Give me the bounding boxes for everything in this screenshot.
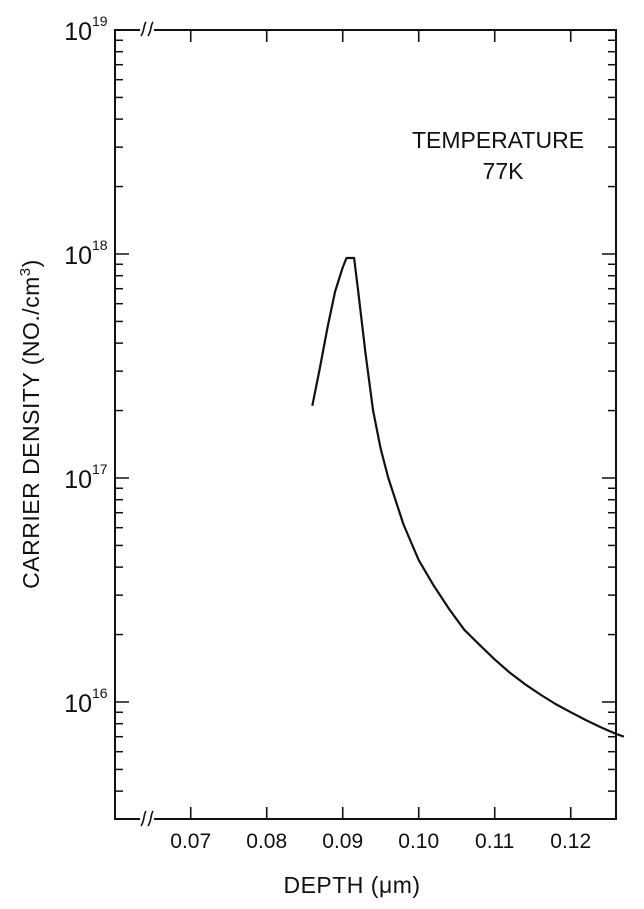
y-tick-exponent: 18 — [92, 237, 108, 253]
y-tick-label: 10 — [64, 18, 92, 46]
y-tick-exponent: 16 — [92, 685, 108, 701]
x-tick-label: 0.12 — [550, 830, 591, 853]
tick-marks — [115, 29, 616, 820]
x-tick-label: 0.09 — [322, 830, 363, 853]
annotation: TEMPERATURE 77K — [412, 127, 584, 184]
y-tick-label: 10 — [64, 242, 92, 270]
y-tick-label: 10 — [64, 690, 92, 718]
y-tick-exponent: 17 — [92, 461, 108, 477]
plot-frame — [114, 29, 617, 820]
x-tick-label: 0.07 — [170, 830, 211, 853]
axis-break-top — [140, 21, 154, 38]
x-tick-label: 0.10 — [398, 830, 439, 853]
axis-break-bottom — [140, 810, 154, 827]
annotation-line-2: 77K — [483, 158, 525, 184]
series-line — [311, 256, 625, 738]
x-tick-label: 0.11 — [475, 830, 514, 853]
x-tick-label: 0.08 — [246, 830, 287, 853]
x-tick-labels: 0.07 0.08 0.09 0.10 0.11 0.12 — [170, 830, 591, 853]
y-axis-title: CARRIER DENSITY (NO./cm3) — [17, 259, 44, 589]
x-axis-title: DEPTH (μm) — [283, 872, 420, 898]
y-tick-label: 10 — [64, 466, 92, 494]
y-tick-exponent: 19 — [92, 13, 108, 29]
annotation-line-1: TEMPERATURE — [412, 127, 584, 153]
